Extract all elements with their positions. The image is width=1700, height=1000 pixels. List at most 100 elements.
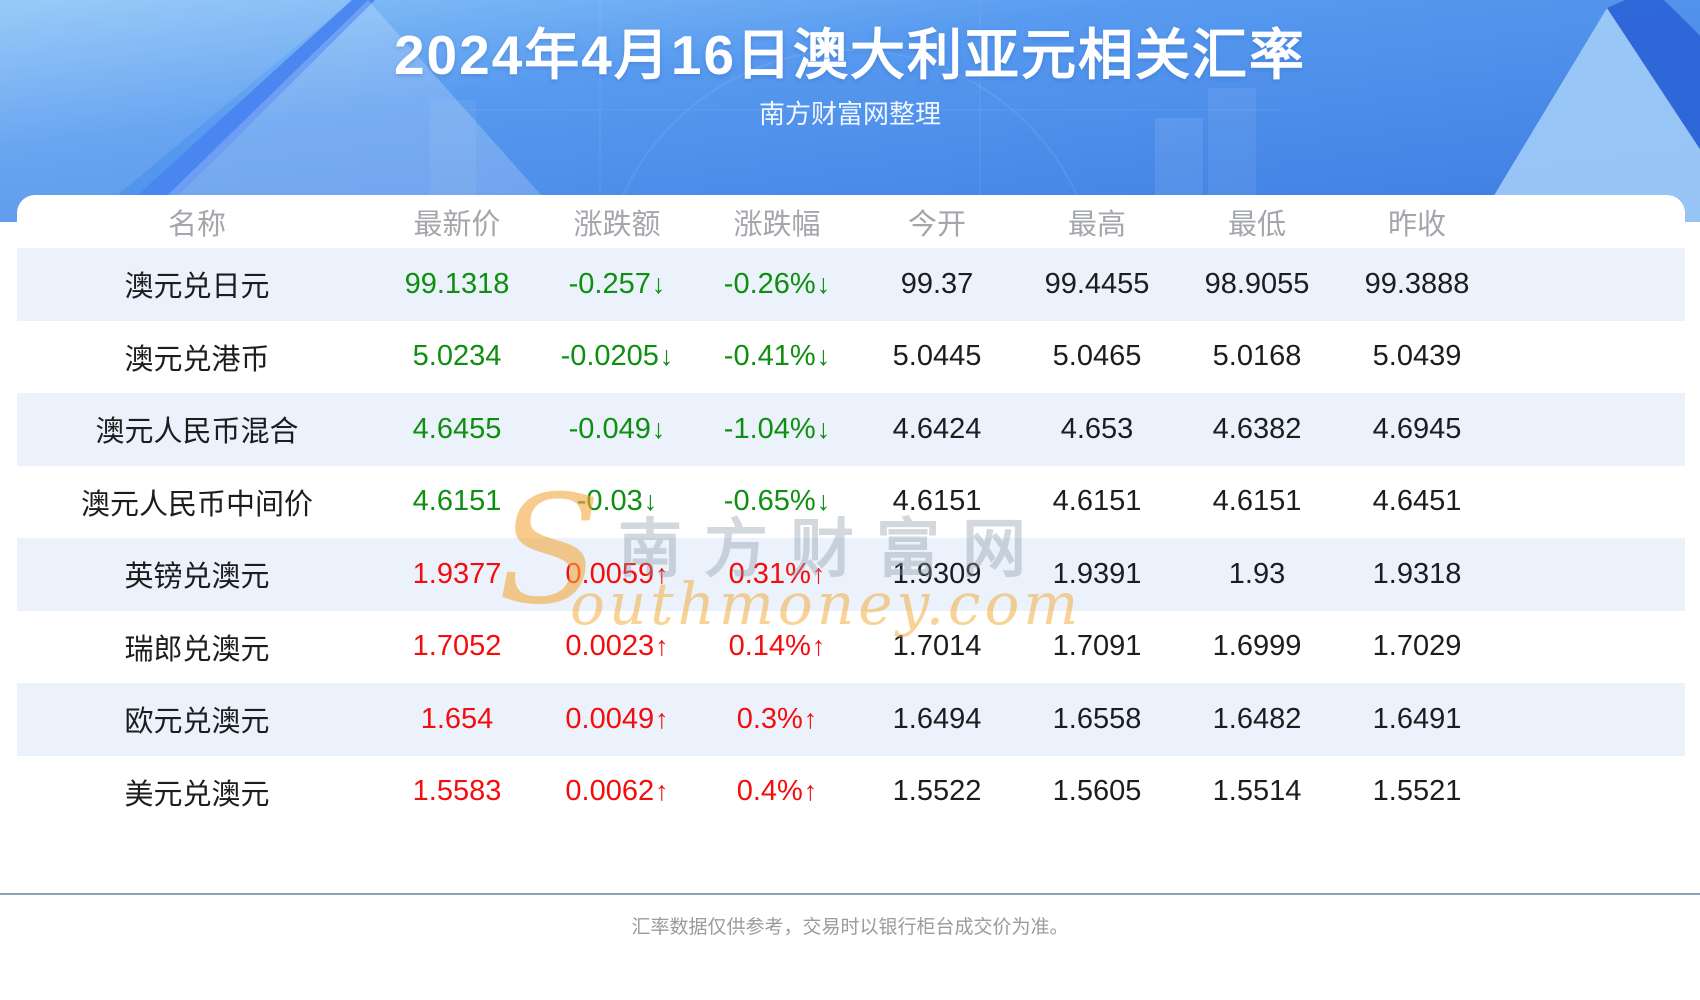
low-price: 98.9055 xyxy=(1204,267,1310,300)
change-amount: -0.257↓ xyxy=(537,268,697,301)
low-price: 1.6482 xyxy=(1212,702,1302,735)
trend-arrow-icon: ↑ xyxy=(655,558,669,589)
trend-arrow-icon: ↑ xyxy=(655,631,669,662)
change-amount: 0.0049↑ xyxy=(537,703,697,736)
footer-divider xyxy=(0,893,1700,895)
prev-close-price: 1.6491 xyxy=(1372,702,1462,735)
column-header-latest: 最新价 xyxy=(413,208,501,241)
open-price: 99.37 xyxy=(900,267,974,300)
trend-arrow-icon: ↓ xyxy=(816,413,831,444)
pair-name: 美元兑澳元 xyxy=(124,778,270,811)
trend-arrow-icon: ↑ xyxy=(803,703,818,734)
change-percent: -1.04%↓ xyxy=(697,413,857,446)
prev-close-price: 4.6451 xyxy=(1372,485,1462,518)
open-price: 1.7014 xyxy=(892,630,982,663)
trend-arrow-icon: ↓ xyxy=(659,341,674,372)
trend-arrow-icon: ↑ xyxy=(803,776,818,807)
high-price: 99.4455 xyxy=(1044,267,1150,300)
change-amount: 0.0062↑ xyxy=(537,775,697,808)
open-price: 1.9309 xyxy=(892,557,982,590)
change-percent: 0.4%↑ xyxy=(697,775,857,808)
low-price: 4.6151 xyxy=(1212,485,1302,518)
trend-arrow-icon: ↓ xyxy=(651,268,666,299)
table-row: 英镑兑澳元 1.9377 0.0059↑ 0.31%↑ 1.9309 1.939… xyxy=(17,538,1685,611)
trend-arrow-icon: ↑ xyxy=(655,703,669,734)
latest-price: 1.5583 xyxy=(412,775,502,808)
latest-price: 1.654 xyxy=(420,702,494,735)
open-price: 4.6151 xyxy=(892,485,982,518)
column-header-name: 名称 xyxy=(167,208,226,241)
table-row: 欧元兑澳元 1.654 0.0049↑ 0.3%↑ 1.6494 1.6558 … xyxy=(17,683,1685,756)
column-header-low: 最低 xyxy=(1227,208,1286,241)
trend-arrow-icon: ↑ xyxy=(655,776,669,807)
column-header-change: 涨跌额 xyxy=(573,208,661,241)
pair-name: 澳元人民币中间价 xyxy=(80,488,313,521)
trend-arrow-icon: ↓ xyxy=(816,268,831,299)
table-row: 澳元人民币混合 4.6455 -0.049↓ -1.04%↓ 4.6424 4.… xyxy=(17,393,1685,466)
trend-arrow-icon: ↓ xyxy=(651,413,666,444)
change-percent-value: -0.26% xyxy=(723,267,816,300)
pair-name: 澳元兑港币 xyxy=(124,343,270,376)
change-amount-value: -0.257 xyxy=(568,267,651,300)
column-header-open: 今开 xyxy=(907,208,966,241)
pair-name: 澳元兑日元 xyxy=(124,271,270,304)
table-row: 瑞郎兑澳元 1.7052 0.0023↑ 0.14%↑ 1.7014 1.709… xyxy=(17,611,1685,684)
change-percent: -0.41%↓ xyxy=(697,340,857,373)
low-price: 1.5514 xyxy=(1212,775,1302,808)
prev-close-price: 1.9318 xyxy=(1372,557,1462,590)
latest-price: 4.6151 xyxy=(412,485,502,518)
change-amount: -0.049↓ xyxy=(537,413,697,446)
open-price: 4.6424 xyxy=(892,412,982,445)
latest-price: 1.9377 xyxy=(412,557,502,590)
change-percent-value: -0.65% xyxy=(723,485,816,518)
change-amount-value: 0.0023 xyxy=(565,630,655,663)
prev-close-price: 4.6945 xyxy=(1372,412,1462,445)
high-price: 1.9391 xyxy=(1052,557,1142,590)
open-price: 1.5522 xyxy=(892,775,982,808)
change-amount-value: 0.0049 xyxy=(565,702,655,735)
high-price: 1.7091 xyxy=(1052,630,1142,663)
change-percent: -0.26%↓ xyxy=(697,268,857,301)
pair-name: 英镑兑澳元 xyxy=(124,561,270,594)
change-percent: -0.65%↓ xyxy=(697,485,857,518)
change-percent-value: 0.3% xyxy=(736,702,803,735)
table-row: 澳元兑港币 5.0234 -0.0205↓ -0.41%↓ 5.0445 5.0… xyxy=(17,321,1685,394)
rates-table-body: 澳元兑日元 99.1318 -0.257↓ -0.26%↓ 99.37 99.4… xyxy=(17,248,1685,828)
prev-close-price: 1.5521 xyxy=(1372,775,1462,808)
pair-name: 澳元人民币混合 xyxy=(95,416,299,449)
high-price: 1.6558 xyxy=(1052,702,1142,735)
low-price: 5.0168 xyxy=(1212,340,1302,373)
disclaimer-text: 汇率数据仅供参考，交易时以银行柜台成交价为准。 xyxy=(631,917,1069,938)
prev-close-price: 5.0439 xyxy=(1372,340,1462,373)
latest-price: 4.6455 xyxy=(412,412,502,445)
high-price: 4.653 xyxy=(1060,412,1134,445)
trend-arrow-icon: ↑ xyxy=(811,558,826,589)
change-percent-value: -1.04% xyxy=(723,412,816,445)
prev-close-price: 1.7029 xyxy=(1372,630,1462,663)
open-price: 1.6494 xyxy=(892,702,982,735)
latest-price: 1.7052 xyxy=(412,630,502,663)
table-header-row: 名称 最新价 涨跌额 涨跌幅 今开 最高 最低 昨收 xyxy=(17,195,1685,248)
trend-arrow-icon: ↑ xyxy=(811,631,826,662)
change-amount-value: -0.0205 xyxy=(560,340,659,373)
page-subtitle: 南方财富网整理 xyxy=(758,99,941,129)
trend-arrow-icon: ↓ xyxy=(816,341,831,372)
change-percent-value: 0.14% xyxy=(728,630,811,663)
high-price: 1.5605 xyxy=(1052,775,1142,808)
rates-card: 名称 最新价 涨跌额 涨跌幅 今开 最高 最低 昨收 澳元兑日元 99.1318… xyxy=(17,195,1685,835)
change-amount-value: 0.0062 xyxy=(565,775,655,808)
column-header-high: 最高 xyxy=(1067,208,1126,241)
change-percent-value: -0.41% xyxy=(723,340,816,373)
trend-arrow-icon: ↓ xyxy=(816,486,831,517)
change-amount: -0.03↓ xyxy=(537,485,697,518)
open-price: 5.0445 xyxy=(892,340,982,373)
latest-price: 5.0234 xyxy=(412,340,502,373)
pair-name: 瑞郎兑澳元 xyxy=(124,633,270,666)
pair-name: 欧元兑澳元 xyxy=(124,706,270,739)
table-row: 澳元兑日元 99.1318 -0.257↓ -0.26%↓ 99.37 99.4… xyxy=(17,248,1685,321)
latest-price: 99.1318 xyxy=(404,267,510,300)
page-header: 2024年4月16日澳大利亚元相关汇率 南方财富网整理 xyxy=(0,0,1700,222)
low-price: 1.6999 xyxy=(1212,630,1302,663)
change-percent-value: 0.31% xyxy=(728,557,811,590)
trend-arrow-icon: ↓ xyxy=(643,486,658,517)
